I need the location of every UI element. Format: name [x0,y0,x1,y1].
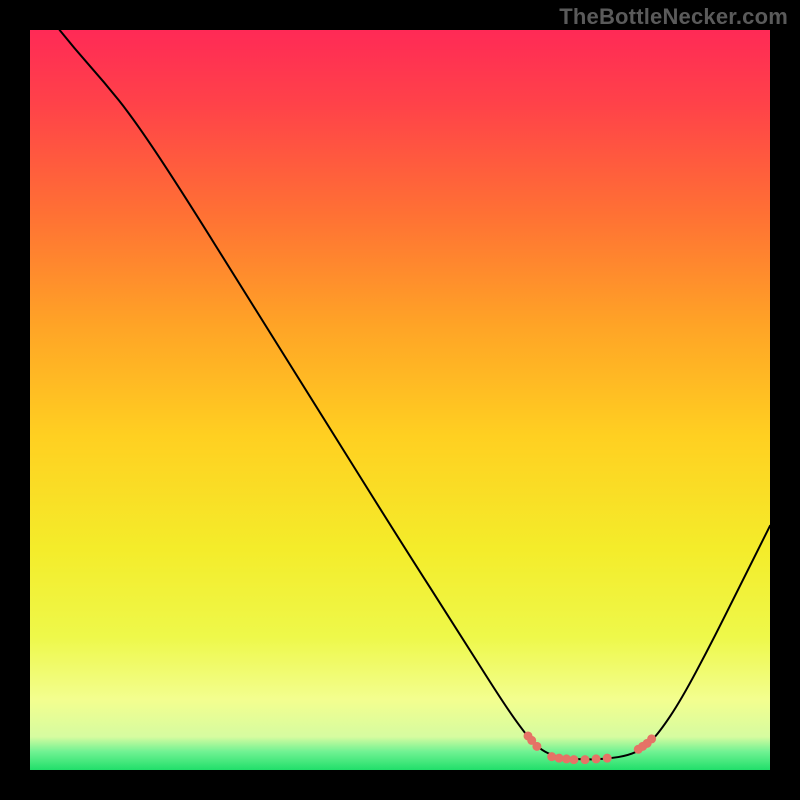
figure-outer: TheBottleNecker.com [0,0,800,800]
marker-point [563,755,571,763]
marker-point [592,755,600,763]
marker-point [603,754,611,762]
marker-point [581,756,589,764]
chart-background [30,30,770,770]
plot-area [30,30,770,770]
marker-point [548,753,556,761]
bottleneck-chart [30,30,770,770]
watermark-text: TheBottleNecker.com [559,4,788,30]
marker-point [533,742,541,750]
marker-point [555,754,563,762]
marker-point [648,735,656,743]
marker-point [570,756,578,764]
